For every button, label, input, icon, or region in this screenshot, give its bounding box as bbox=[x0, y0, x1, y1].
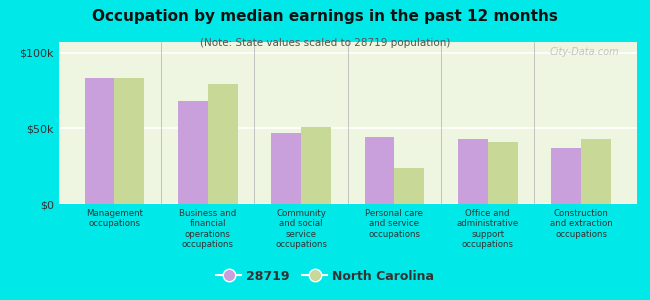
Text: (Note: State values scaled to 28719 population): (Note: State values scaled to 28719 popu… bbox=[200, 38, 450, 47]
Bar bbox=[301, 127, 331, 204]
Bar bbox=[581, 139, 611, 204]
Bar bbox=[208, 84, 238, 204]
Bar bbox=[395, 168, 424, 204]
Legend: 28719, North Carolina: 28719, North Carolina bbox=[211, 265, 439, 288]
Bar bbox=[271, 133, 301, 204]
Bar bbox=[84, 78, 114, 204]
Bar bbox=[551, 148, 581, 204]
Text: Occupation by median earnings in the past 12 months: Occupation by median earnings in the pas… bbox=[92, 9, 558, 24]
Bar bbox=[488, 142, 517, 204]
Bar bbox=[458, 139, 488, 204]
Bar bbox=[114, 78, 144, 204]
Bar bbox=[178, 101, 208, 204]
Bar bbox=[365, 137, 395, 204]
Text: City-Data.com: City-Data.com bbox=[550, 47, 619, 57]
